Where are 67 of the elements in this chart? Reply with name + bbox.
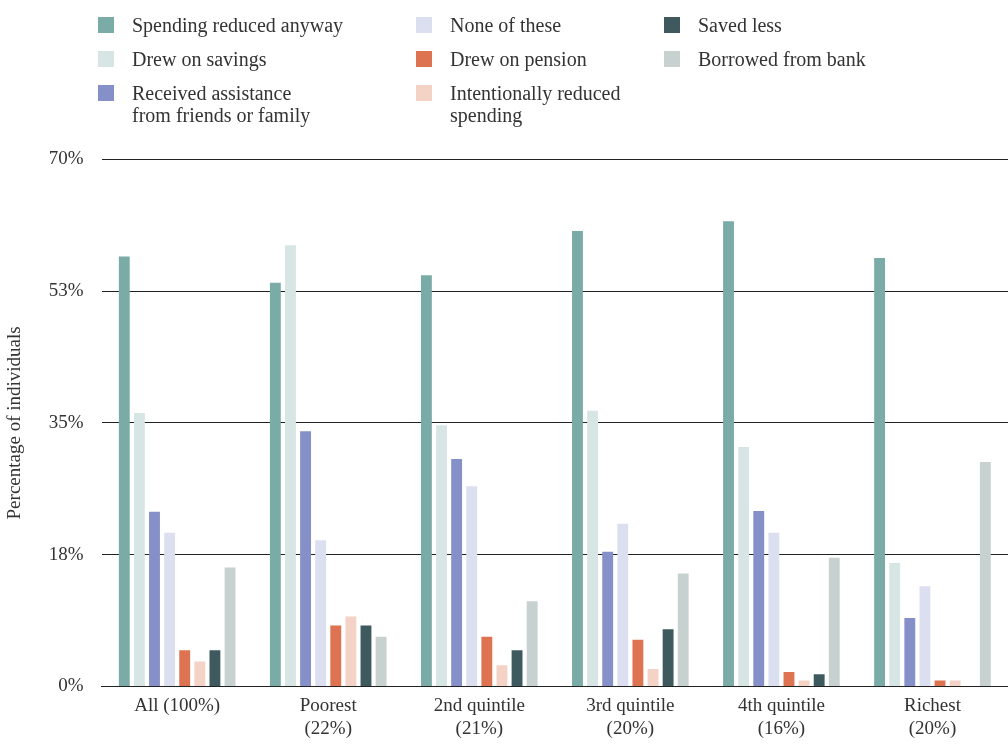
bar bbox=[285, 245, 296, 686]
bar bbox=[179, 650, 191, 686]
bar bbox=[133, 413, 145, 686]
bar bbox=[375, 636, 387, 686]
y-tick-label: 53% bbox=[48, 279, 84, 301]
bar bbox=[587, 410, 599, 686]
legend-label: Drew on savings bbox=[132, 48, 267, 70]
bar bbox=[632, 639, 644, 686]
bar bbox=[662, 629, 674, 686]
bar bbox=[979, 462, 991, 686]
bar bbox=[753, 510, 765, 686]
bar bbox=[360, 625, 372, 686]
bar bbox=[345, 616, 357, 686]
bar bbox=[889, 562, 901, 686]
y-tick-label: 0% bbox=[58, 674, 84, 696]
bar bbox=[496, 665, 508, 686]
bar bbox=[330, 625, 342, 686]
bar bbox=[874, 258, 886, 686]
bar bbox=[451, 459, 463, 686]
y-tick-label: 70% bbox=[48, 147, 84, 169]
bar bbox=[904, 617, 916, 686]
x-tick-label: 4th quintile (16%) bbox=[737, 693, 825, 739]
bar bbox=[828, 557, 840, 686]
bar bbox=[526, 601, 538, 686]
bar bbox=[269, 282, 281, 686]
bar bbox=[647, 669, 659, 686]
bar bbox=[511, 650, 523, 686]
bar bbox=[783, 672, 795, 686]
y-tick-label: 18% bbox=[48, 542, 84, 564]
bar bbox=[118, 256, 130, 686]
legend-label: Received assistance from friends or family bbox=[132, 82, 312, 126]
legend-label: Borrowed from bank bbox=[698, 48, 866, 70]
x-tick-label: Poorest (22%) bbox=[299, 693, 358, 739]
bar bbox=[798, 680, 810, 686]
bar bbox=[420, 275, 432, 686]
legend-label: Saved less bbox=[698, 14, 782, 36]
bar bbox=[466, 486, 478, 686]
x-tick-label: All (100%) bbox=[134, 693, 221, 716]
bar bbox=[224, 567, 236, 686]
bar bbox=[149, 511, 160, 686]
bar bbox=[949, 680, 961, 686]
y-axis-title: Percentage of individuals bbox=[3, 326, 25, 520]
y-tick-label: 35% bbox=[48, 410, 84, 432]
legend-label: Intentionally reduced spending bbox=[450, 82, 622, 126]
bar bbox=[768, 532, 780, 686]
bar bbox=[164, 532, 176, 686]
legend-label: None of these bbox=[450, 14, 562, 36]
bar bbox=[934, 680, 946, 686]
bar bbox=[300, 431, 311, 686]
x-tick-label: Richest (20%) bbox=[903, 693, 962, 739]
x-tick-label: 3rd quintile (20%) bbox=[586, 693, 675, 739]
x-tick-label: 2nd quintile (21%) bbox=[433, 693, 525, 739]
bar bbox=[602, 551, 614, 686]
bar bbox=[194, 661, 206, 686]
bar bbox=[315, 540, 327, 686]
bar bbox=[436, 425, 447, 686]
bar bbox=[209, 650, 221, 686]
bar bbox=[572, 230, 583, 686]
legend-label: Drew on pension bbox=[450, 48, 587, 70]
legend-label: Spending reduced anyway bbox=[132, 14, 344, 36]
bar bbox=[481, 636, 493, 686]
bar bbox=[919, 586, 931, 686]
bar bbox=[677, 573, 689, 686]
bar bbox=[738, 446, 750, 686]
bar bbox=[723, 221, 734, 686]
bar bbox=[617, 523, 629, 686]
bar bbox=[813, 674, 825, 686]
